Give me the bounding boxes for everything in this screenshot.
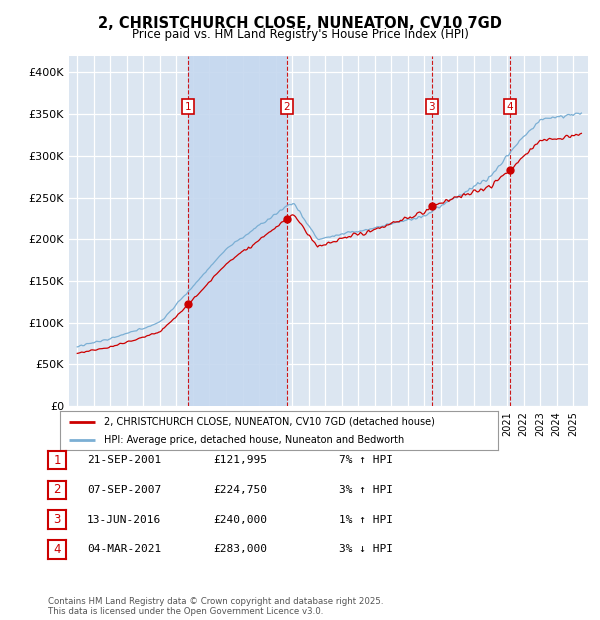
Text: 21-SEP-2001: 21-SEP-2001: [87, 455, 161, 465]
Text: 13-JUN-2016: 13-JUN-2016: [87, 515, 161, 525]
Text: £224,750: £224,750: [213, 485, 267, 495]
Bar: [188, 56, 287, 406]
Text: 3% ↓ HPI: 3% ↓ HPI: [339, 544, 393, 554]
Text: £121,995: £121,995: [213, 455, 267, 465]
Text: 1: 1: [185, 102, 191, 112]
Text: 2, CHRISTCHURCH CLOSE, NUNEATON, CV10 7GD: 2, CHRISTCHURCH CLOSE, NUNEATON, CV10 7G…: [98, 16, 502, 30]
Text: 2, CHRISTCHURCH CLOSE, NUNEATON, CV10 7GD (detached house): 2, CHRISTCHURCH CLOSE, NUNEATON, CV10 7G…: [104, 417, 434, 427]
Text: 2: 2: [284, 102, 290, 112]
Text: 4: 4: [53, 543, 61, 556]
Text: £240,000: £240,000: [213, 515, 267, 525]
Text: Price paid vs. HM Land Registry's House Price Index (HPI): Price paid vs. HM Land Registry's House …: [131, 28, 469, 41]
Text: Contains HM Land Registry data © Crown copyright and database right 2025.: Contains HM Land Registry data © Crown c…: [48, 597, 383, 606]
Text: 4: 4: [506, 102, 513, 112]
Text: 04-MAR-2021: 04-MAR-2021: [87, 544, 161, 554]
Text: 1% ↑ HPI: 1% ↑ HPI: [339, 515, 393, 525]
Text: 3% ↑ HPI: 3% ↑ HPI: [339, 485, 393, 495]
Text: 07-SEP-2007: 07-SEP-2007: [87, 485, 161, 495]
Text: 1: 1: [53, 454, 61, 466]
Text: 3: 3: [53, 513, 61, 526]
Text: This data is licensed under the Open Government Licence v3.0.: This data is licensed under the Open Gov…: [48, 607, 323, 616]
Text: 3: 3: [428, 102, 435, 112]
Text: 2: 2: [53, 484, 61, 496]
Text: £283,000: £283,000: [213, 544, 267, 554]
Text: HPI: Average price, detached house, Nuneaton and Bedworth: HPI: Average price, detached house, Nune…: [104, 435, 404, 445]
Text: 7% ↑ HPI: 7% ↑ HPI: [339, 455, 393, 465]
